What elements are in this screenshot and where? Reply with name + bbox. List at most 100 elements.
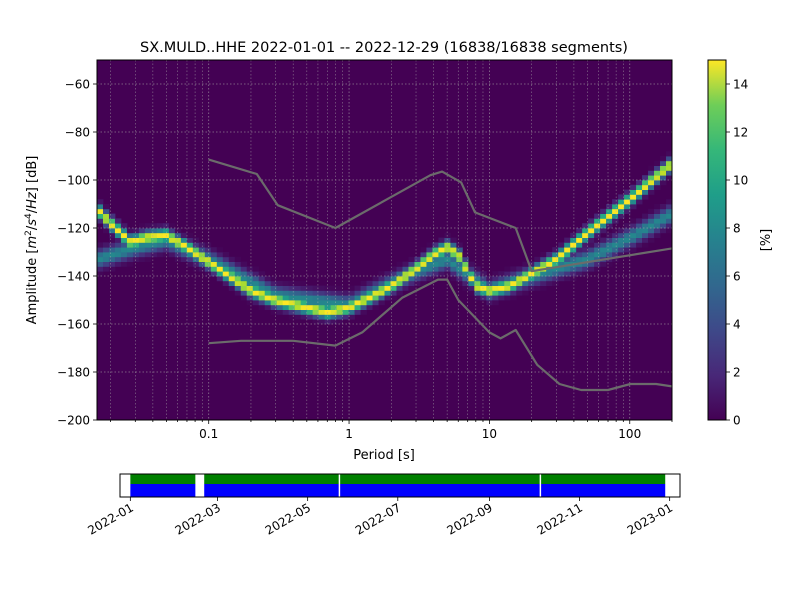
heatmap-cell — [246, 290, 254, 296]
colorbar-tick-label: 0 — [733, 414, 741, 428]
heatmap-cell — [216, 252, 224, 258]
heatmap-cell — [354, 300, 361, 306]
heatmap-cell — [192, 256, 200, 262]
heatmap-cell — [216, 276, 224, 282]
heatmap-cell — [642, 180, 649, 186]
heatmap-cell — [498, 276, 505, 282]
heatmap-cell — [300, 285, 308, 291]
heatmap-cell — [636, 242, 643, 248]
heatmap-cell — [654, 184, 661, 190]
heatmap-cell — [540, 256, 547, 262]
heatmap-cell — [186, 256, 194, 262]
heatmap-cell — [138, 223, 146, 229]
heatmap-cell — [582, 228, 589, 234]
heatmap-cell — [156, 242, 164, 248]
heatmap-cell — [600, 247, 607, 253]
heatmap-cell — [234, 256, 242, 262]
heatmap-cell — [174, 242, 182, 248]
heatmap-cell — [270, 276, 278, 282]
heatmap-cell — [420, 256, 427, 262]
heatmap-cell — [282, 304, 290, 310]
plot-frame — [96, 59, 673, 421]
heatmap-cell — [558, 247, 565, 253]
heatmap-cell — [150, 223, 158, 229]
heatmap-cell — [576, 256, 583, 262]
heatmap-cell — [666, 213, 672, 219]
chart-title: SX.MULD..HHE 2022-01-01 -- 2022-12-29 (1… — [140, 40, 628, 56]
heatmap-cell — [582, 242, 589, 248]
heatmap-cell — [654, 165, 661, 171]
heatmap-cell — [618, 204, 625, 210]
heatmap-cell — [156, 223, 164, 229]
x-axis: 0.1 1 10 100 — [110, 420, 673, 441]
heatmap-cell — [606, 237, 613, 243]
heatmap-cell — [396, 261, 403, 267]
heatmap-cell — [210, 261, 218, 267]
heatmap-cell — [378, 271, 385, 277]
heatmap-cell — [660, 218, 667, 224]
heatmap-cell — [366, 290, 373, 296]
timeline-tick-label: 2022-03 — [173, 500, 223, 537]
heatmap-cell — [576, 228, 583, 234]
heatmap-cell — [276, 295, 284, 301]
heatmap-cell — [588, 228, 595, 234]
heatmap-cell — [654, 213, 661, 219]
heatmap-cell — [306, 285, 314, 291]
heatmap-cell — [288, 300, 296, 306]
heatmap-cell — [276, 280, 284, 286]
heatmap-cell — [372, 290, 379, 296]
heatmap-cell — [354, 309, 361, 315]
heatmap-cell — [546, 271, 553, 277]
heatmap-cell — [444, 242, 451, 248]
heatmap-cell — [102, 223, 110, 229]
heatmap-cell — [150, 228, 158, 234]
heatmap-cell — [474, 266, 481, 272]
heatmap-cell — [108, 237, 116, 243]
heatmap-cell — [522, 290, 529, 296]
heatmap-cell — [510, 290, 517, 296]
heatmap-cell — [330, 309, 337, 315]
coverage-bands — [130, 474, 666, 497]
heatmap-cell — [228, 271, 236, 277]
heatmap-cell — [360, 300, 367, 306]
heatmap-cell — [498, 285, 505, 291]
y-tick-label: −140 — [57, 270, 90, 284]
heatmap-cell — [330, 300, 337, 306]
heatmap-cell — [618, 242, 625, 248]
heatmap-cell — [408, 285, 415, 291]
heatmap-cell — [414, 271, 421, 277]
coverage-segment-top — [340, 474, 540, 484]
heatmap-cell — [204, 247, 212, 253]
heatmap-plot: 0.1 1 10 100 −60 −80 −100 −120 −140 −160 −180 −200… — [24, 59, 673, 463]
heatmap-cell — [120, 261, 128, 267]
heatmap-cell — [252, 285, 260, 291]
data-coverage-timeline: 2022-01 2022-03 2022-05 2022-07 2022-09 2022-… — [85, 473, 681, 538]
heatmap-cell — [372, 295, 379, 301]
heatmap-cell — [612, 204, 619, 210]
heatmap-cell — [624, 199, 631, 205]
heatmap-cell — [630, 218, 637, 224]
heatmap-cell — [330, 319, 337, 325]
heatmap-cell — [156, 232, 164, 238]
heatmap-cell — [666, 199, 672, 205]
heatmap-cell — [342, 314, 349, 320]
heatmap-cell — [462, 252, 469, 258]
heatmap-cell — [480, 276, 487, 282]
heatmap-cell — [390, 295, 397, 301]
heatmap-cell — [654, 180, 661, 186]
heatmap-cell — [216, 256, 224, 262]
coverage-segment-bottom — [130, 484, 196, 497]
heatmap-cell — [624, 204, 631, 210]
heatmap-cell — [234, 266, 242, 272]
heatmap-cell — [630, 242, 637, 248]
heatmap-cell — [462, 285, 469, 291]
heatmap-cell — [588, 247, 595, 253]
heatmap-cell — [252, 276, 260, 282]
heatmap-cell — [570, 242, 577, 248]
heatmap-cell — [300, 309, 308, 315]
heatmap-cell — [132, 237, 140, 243]
heatmap-cell — [648, 208, 655, 214]
heatmap-cell — [222, 271, 230, 277]
heatmap-cell — [642, 194, 649, 200]
